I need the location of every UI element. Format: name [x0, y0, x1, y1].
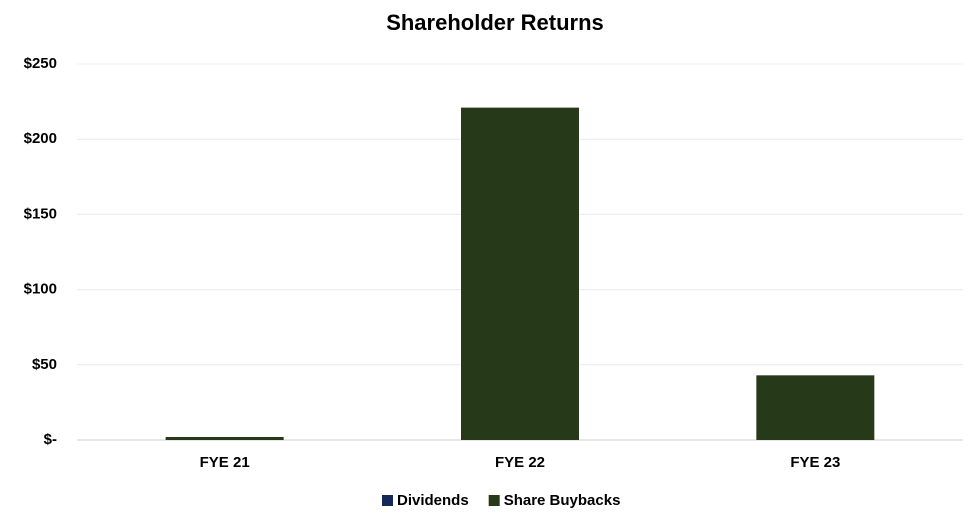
legend-label: Share Buybacks — [504, 492, 621, 509]
bar — [165, 436, 284, 440]
x-tick-label: FYE 22 — [495, 454, 545, 471]
x-tick-label: FYE 21 — [200, 454, 250, 471]
y-tick-label: $50 — [32, 356, 57, 373]
bar — [756, 375, 875, 440]
y-tick-label: $200 — [24, 130, 57, 147]
y-tick-label: $250 — [24, 55, 57, 72]
legend-swatch — [488, 495, 500, 506]
x-tick-label: FYE 23 — [790, 454, 840, 471]
bar — [461, 107, 579, 440]
y-tick-label: $- — [44, 431, 57, 448]
legend-swatch — [382, 495, 393, 506]
legend-label: Dividends — [397, 492, 469, 509]
y-tick-label: $150 — [24, 205, 57, 222]
chart-title: Shareholder Returns — [386, 10, 604, 35]
y-tick-label: $100 — [24, 281, 57, 298]
